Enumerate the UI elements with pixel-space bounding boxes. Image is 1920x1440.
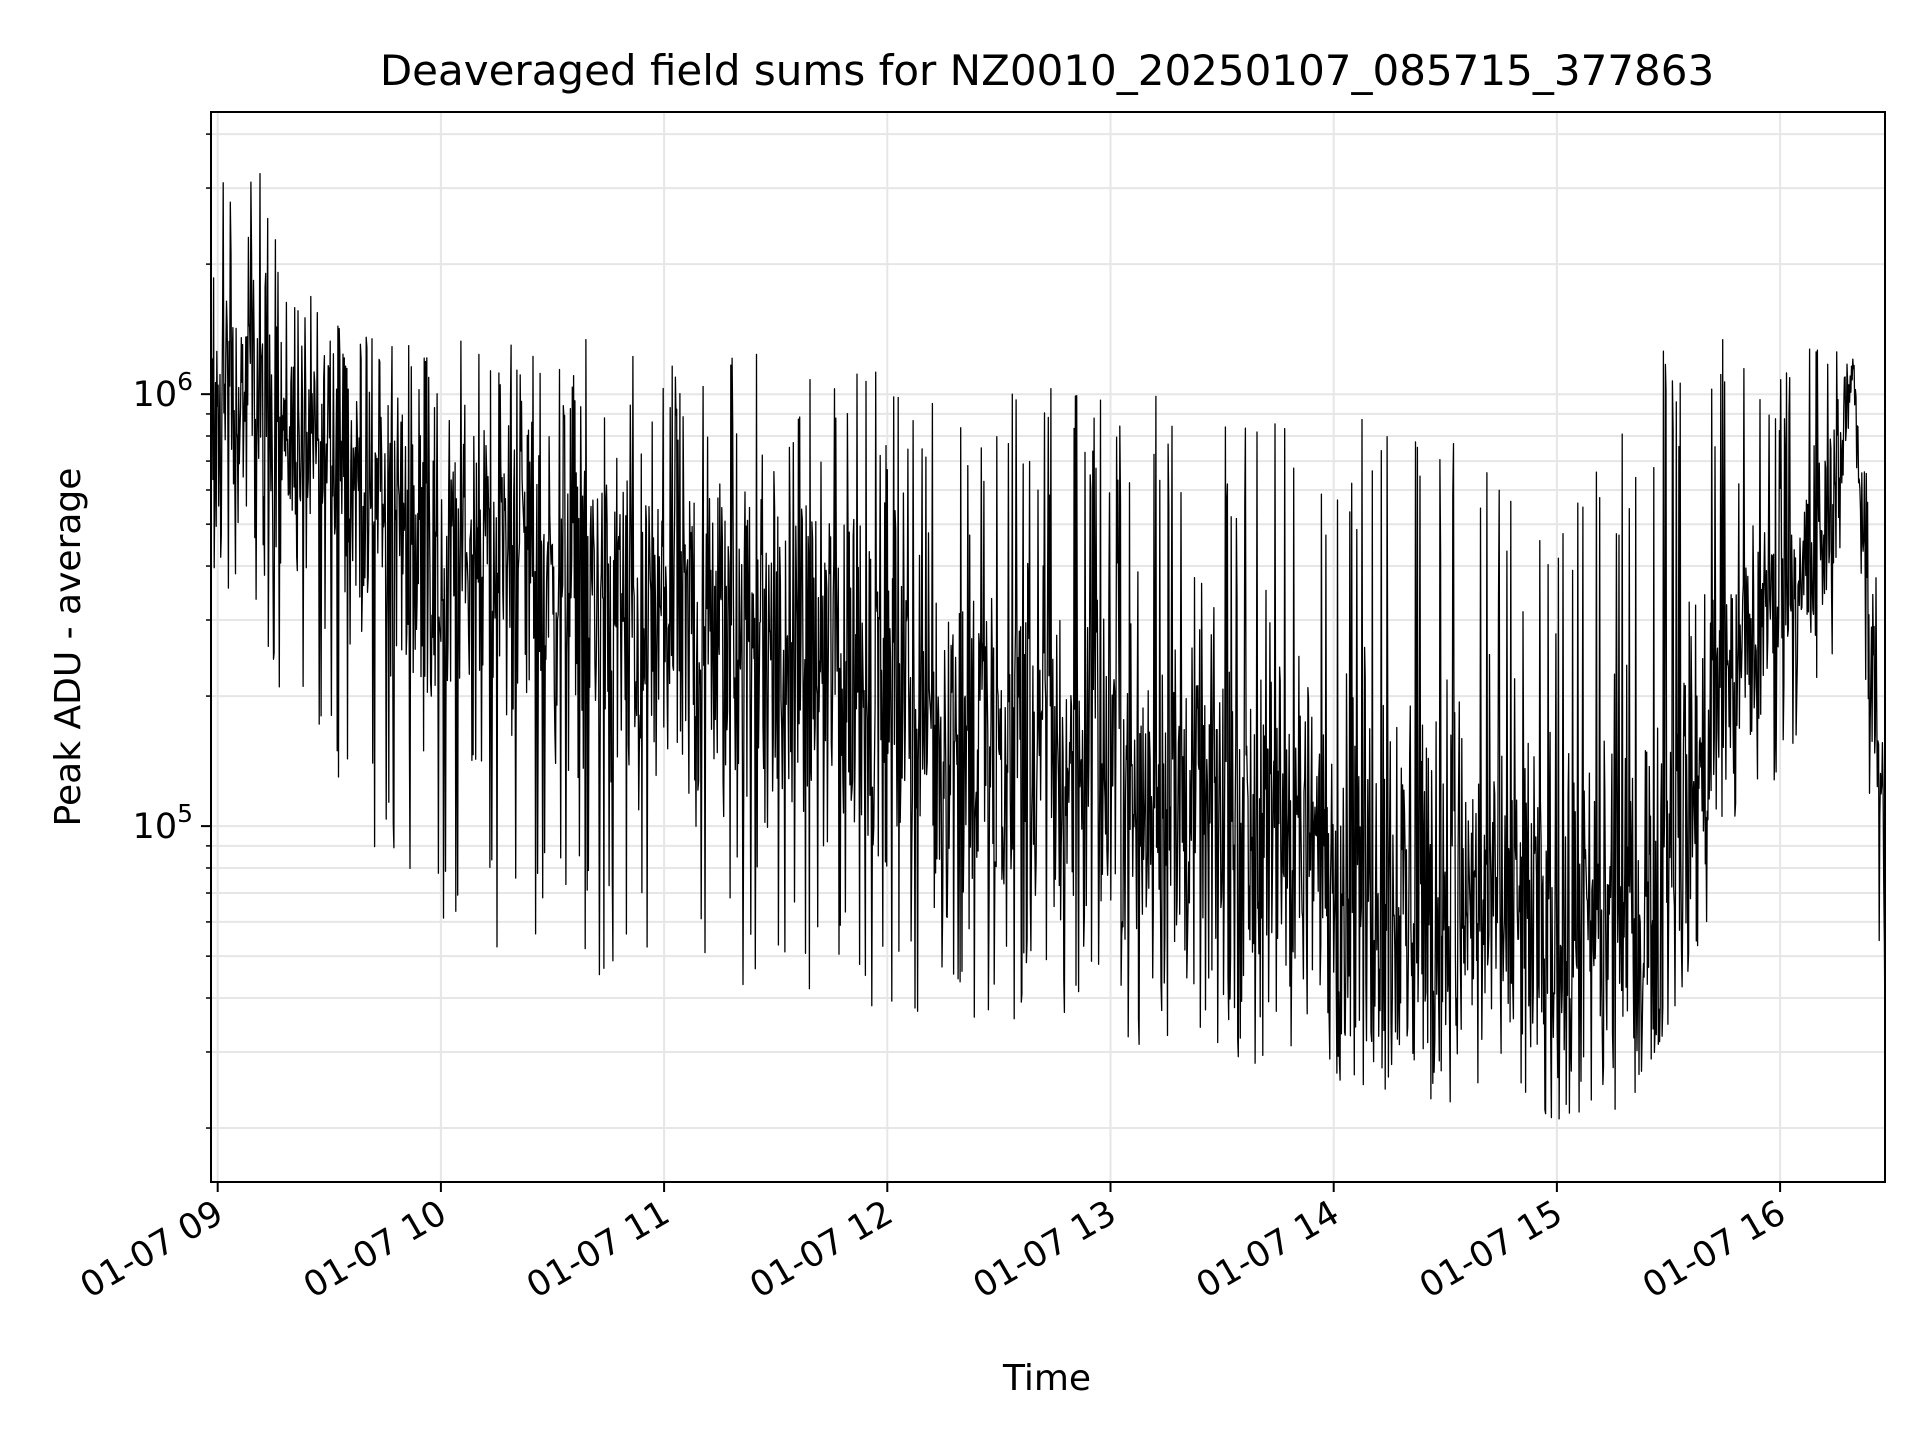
data-layer — [210, 172, 1886, 1120]
series-line — [210, 172, 1886, 1120]
y-axis-label: Peak ADU - average — [48, 468, 89, 827]
y-tick-label: 106 — [133, 367, 193, 415]
chart-title: Deaveraged field sums for NZ0010_2025010… — [380, 46, 1714, 95]
x-tick-label: 01-07 09 — [74, 1193, 230, 1306]
x-axis-label: Time — [1002, 1358, 1091, 1399]
plot-frame — [210, 111, 1886, 1183]
x-tick-label: 01-07 10 — [297, 1193, 453, 1306]
x-tick-label: 01-07 14 — [1190, 1193, 1346, 1306]
x-axis-ticks: 01-07 09 01-07 10 01-07 11 01-07 12 01-07 13… — [74, 1182, 1793, 1306]
x-tick-label: 01-07 11 — [520, 1193, 676, 1306]
y-axis-ticks: 105 106 — [133, 133, 211, 1129]
x-tick-label: 01-07 13 — [967, 1193, 1123, 1306]
x-tick-label: 01-07 12 — [744, 1193, 900, 1306]
x-tick-label: 01-07 15 — [1413, 1193, 1569, 1306]
y-tick-label: 105 — [133, 799, 193, 847]
x-tick-label: 01-07 16 — [1636, 1193, 1792, 1306]
